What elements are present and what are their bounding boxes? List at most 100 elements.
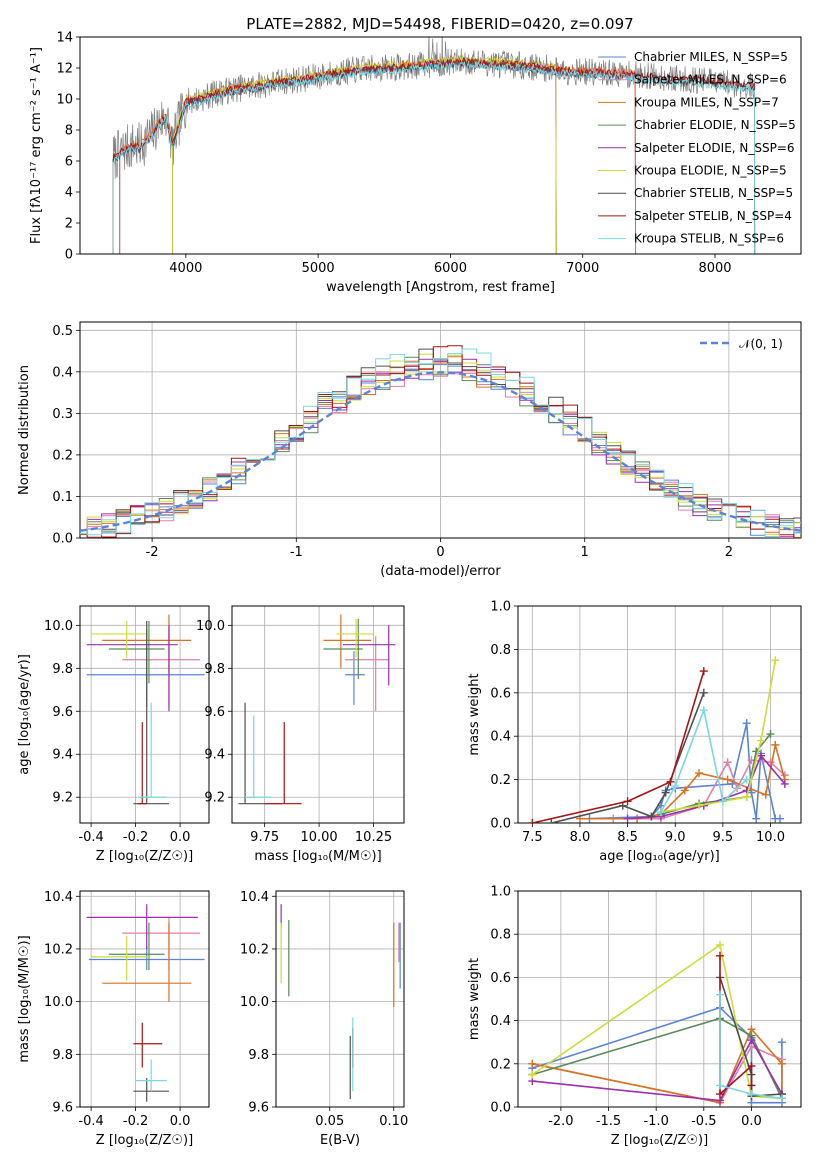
legend-label: Salpeter ELODIE, N_SSP=6 (634, 141, 795, 155)
y-tick-label: 1.0 (490, 885, 511, 900)
weight-vs-z-panel: -2.0 -1.5 -1.0 -0.5 0.0 0.0 0.2 0.4 0.6 0.8 1.0 Z [… (467, 885, 802, 1148)
mass-weight-marker (699, 688, 708, 697)
mass-weight-marker (756, 736, 765, 745)
x-tick-label: 0.10 (379, 1114, 408, 1129)
mass-weight-marker (695, 769, 704, 778)
mass-weight-marker (661, 788, 670, 797)
mass-weight-marker (666, 777, 675, 786)
mass-weight-marker (656, 808, 665, 817)
x-tick-label: 9.75 (250, 830, 279, 845)
x-tick-label: -1.0 (643, 1114, 668, 1129)
mass-weight-marker (528, 1070, 537, 1079)
y-tick-label: 1.0 (490, 600, 511, 615)
y-tick-label: 0.0 (490, 817, 511, 832)
mass-weight-marker (716, 990, 725, 999)
y-tick-label: 9.6 (204, 705, 225, 720)
mass-weight-marker (623, 814, 632, 823)
mass-weight-line (589, 723, 780, 820)
mass-weight-marker (528, 1059, 537, 1068)
y-tick-label: 9.6 (52, 1101, 73, 1116)
x-tick-label: -1.5 (596, 1114, 621, 1129)
mass-weight-marker (699, 667, 708, 676)
y-tick-label: 0 (65, 248, 73, 263)
mass-weight-marker (761, 790, 770, 799)
x-axis-label: E(B-V) (320, 1133, 360, 1148)
legend-label: Kroupa STELIB, N_SSP=6 (634, 232, 784, 246)
x-axis-label: age [log₁₀(age/yr)] (599, 849, 720, 864)
mass-weight-marker (716, 941, 725, 949)
y-tick-label: 9.8 (52, 1048, 73, 1063)
y-tick-label: 10.2 (240, 942, 269, 957)
mass-weight-marker (742, 775, 751, 784)
y-tick-label: 4 (65, 186, 73, 201)
mass-weight-marker (623, 797, 632, 806)
y-tick-label: 0.4 (52, 365, 73, 380)
x-axis-label: Z [log₁₀(Z/Z☉)] (611, 1133, 708, 1148)
mass-weight-marker (647, 812, 656, 821)
mass-weight-marker (547, 819, 556, 823)
y-tick-label: 9.8 (52, 662, 73, 677)
y-tick-label: 0.8 (490, 928, 511, 943)
mass-weight-marker (756, 751, 765, 760)
legend-label: 𝒩(0, 1) (739, 337, 783, 351)
spectrum-panel: 4000 5000 6000 7000 8000 0 2 4 6 8 10 12 14 wavelengt… (29, 31, 802, 295)
plot-area (528, 656, 789, 823)
y-tick-label: 0.2 (52, 448, 73, 463)
y-tick-label: 0.6 (490, 686, 511, 701)
plot-frame (231, 605, 405, 824)
legend-label: Chabrier STELIB, N_SSP=5 (634, 186, 793, 200)
legend-label: Salpeter MILES, N_SSP=6 (634, 73, 787, 87)
mass-weight-marker (766, 758, 775, 767)
plot-frame (79, 890, 210, 1108)
x-axis-label: mass [log₁₀(M/M☉)] (254, 849, 381, 864)
y-tick-label: 10.2 (44, 942, 73, 957)
residuals-panel: -2 -1 0 1 2 0.0 0.1 0.2 0.3 0.4 0.5 (data-model)/er… (17, 321, 802, 579)
mass-weight-marker (771, 740, 780, 749)
model-spectrum-line (112, 56, 756, 254)
plot-frame (79, 321, 802, 539)
y-tick-label: 9.6 (248, 1101, 269, 1116)
mass-weight-line (531, 943, 782, 1100)
mass-weight-marker (766, 730, 775, 739)
y-tick-label: 0.0 (52, 532, 73, 547)
y-tick-label: 14 (56, 31, 73, 46)
y-tick-label: 9.6 (52, 705, 73, 720)
plot-area (80, 345, 801, 538)
y-axis-label: mass [log₁₀(M/M☉)] (17, 935, 32, 1062)
x-axis-label: Z [log₁₀(Z/Z☉)] (96, 849, 193, 864)
x-tick-label: -0.4 (78, 830, 103, 845)
x-tick-label: 8.5 (617, 830, 638, 845)
mass-weight-marker (776, 814, 785, 823)
x-axis-label: Z [log₁₀(Z/Z☉)] (96, 1133, 193, 1148)
mass-weight-marker (723, 775, 732, 784)
mass-weight-marker (747, 1036, 756, 1045)
y-tick-label: 9.8 (204, 662, 225, 677)
mass-weight-marker (671, 782, 680, 791)
legend-label: Kroupa MILES, N_SSP=7 (634, 95, 779, 109)
mass-weight-marker (680, 786, 689, 795)
y-tick-label: 9.4 (204, 748, 225, 763)
legend-label: Kroupa ELODIE, N_SSP=5 (634, 164, 787, 178)
x-tick-label: 8.0 (570, 830, 591, 845)
y-tick-label: 12 (56, 62, 73, 77)
mass-weight-marker (742, 719, 751, 728)
mass-weight-marker (752, 814, 761, 823)
x-tick-label: 10.25 (355, 830, 392, 845)
y-tick-label: 10 (56, 93, 73, 108)
x-tick-label: -2 (146, 545, 159, 560)
y-tick-label: 0.4 (490, 1014, 511, 1029)
x-tick-label: 10.0 (756, 830, 785, 845)
y-tick-label: 8 (65, 124, 73, 139)
legend-label: Chabrier ELODIE, N_SSP=5 (634, 118, 796, 132)
y-axis-label: mass weight (467, 673, 482, 755)
y-tick-label: 0.8 (490, 643, 511, 658)
mass-weight-marker (716, 1090, 725, 1099)
y-tick-label: 9.2 (52, 791, 73, 806)
y-tick-label: 6 (65, 155, 73, 170)
x-tick-label: 0.0 (170, 1114, 191, 1129)
mass-weight-marker (699, 706, 708, 715)
mass-weight-marker (747, 1081, 756, 1090)
mass-weight-marker (777, 1094, 786, 1103)
y-tick-label: 0.5 (52, 324, 73, 339)
